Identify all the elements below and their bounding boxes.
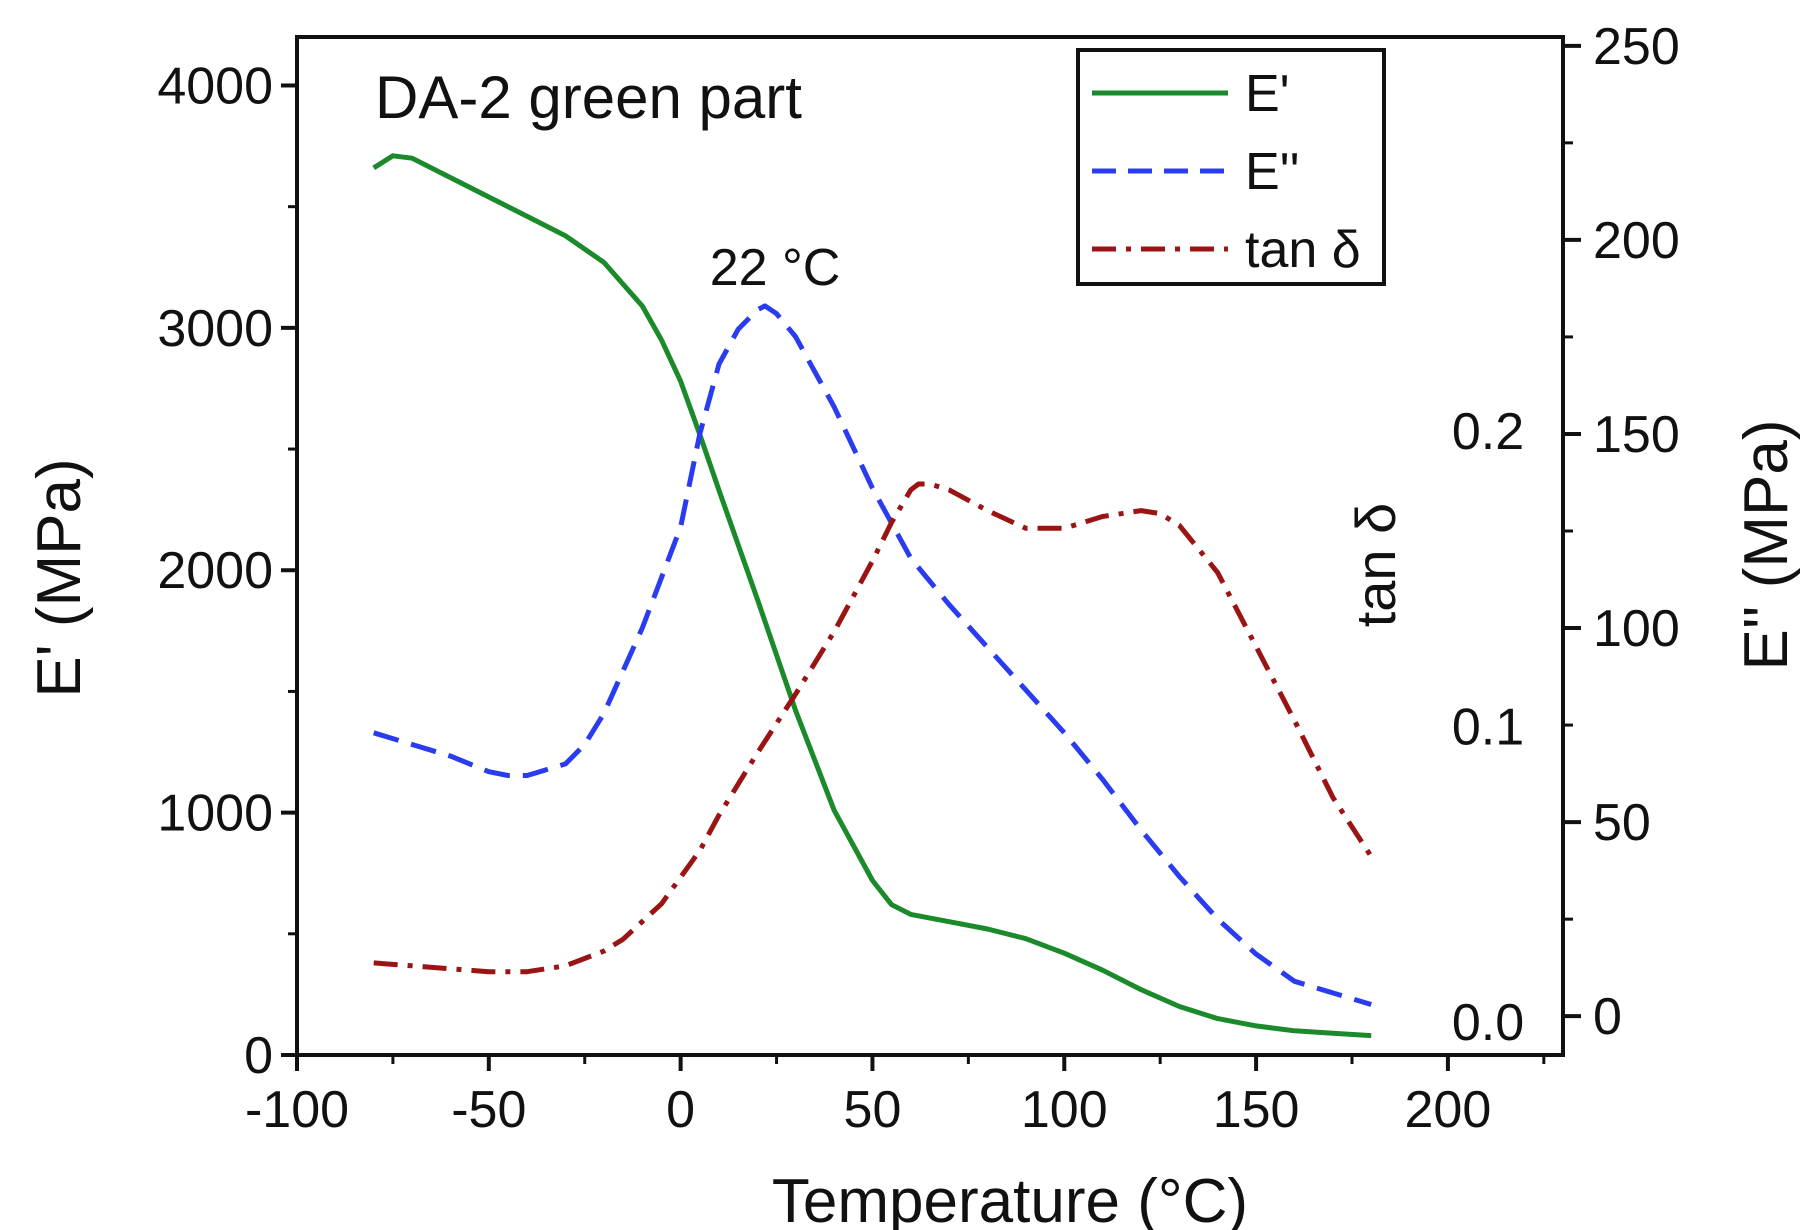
- legend: E' E'' tan δ: [1076, 48, 1386, 286]
- left-y-axis-title: E' (MPa): [25, 458, 94, 697]
- series-line-tan-delta: [373, 481, 1374, 975]
- right-y-tick-label: 150: [1593, 406, 1680, 464]
- chart-title: DA-2 green part: [375, 64, 802, 131]
- left-y-tick-label: 0: [244, 1027, 273, 1085]
- axes-layer: -100 -50 0 50 100 150 200010002000300040000.00…: [157, 18, 1679, 1139]
- legend-label-e-prime: E': [1245, 65, 1290, 123]
- legend-frame: [1076, 48, 1386, 286]
- x-tick-label: 200: [1405, 1081, 1492, 1139]
- peak-annotation: 22 °C: [710, 239, 841, 297]
- right-y-tick-label: 0: [1593, 988, 1622, 1046]
- legend-label-tan-delta: tan δ: [1245, 221, 1361, 279]
- right-y-tick-label: 50: [1593, 794, 1651, 852]
- left-y-tick-label: 3000: [157, 300, 273, 358]
- x-tick-label: 50: [844, 1081, 902, 1139]
- x-axis-title: Temperature (°C): [772, 1167, 1248, 1230]
- tan-delta-tick-label: 0.2: [1452, 403, 1524, 461]
- right-y-tick-label: 100: [1593, 600, 1680, 658]
- x-tick-label: -50: [451, 1081, 526, 1139]
- legend-label-e-double-prime: E'': [1245, 143, 1300, 201]
- tan-delta-axis-title: tan δ: [1344, 503, 1407, 628]
- tan-delta-tick-label: 0.0: [1452, 994, 1524, 1052]
- x-tick-label: -100: [245, 1081, 349, 1139]
- tan-delta-tick-label: 0.1: [1452, 698, 1524, 756]
- x-tick-label: 0: [666, 1081, 695, 1139]
- x-tick-label: 100: [1021, 1081, 1108, 1139]
- left-y-tick-label: 1000: [157, 785, 273, 843]
- series-line-e-double-prime: [372, 303, 1372, 1007]
- right-y-tick-label: 250: [1593, 18, 1680, 76]
- left-y-tick-label: 2000: [157, 542, 273, 600]
- x-tick-label: 150: [1213, 1081, 1300, 1139]
- right-y-axis-title: E'' (MPa): [1732, 419, 1801, 670]
- left-y-tick-label: 4000: [157, 57, 273, 115]
- right-y-tick-label: 200: [1593, 212, 1680, 270]
- plot-frame: [295, 35, 1565, 1057]
- series-line-e-prime: [372, 153, 1372, 1039]
- series-layer: [372, 153, 1374, 1039]
